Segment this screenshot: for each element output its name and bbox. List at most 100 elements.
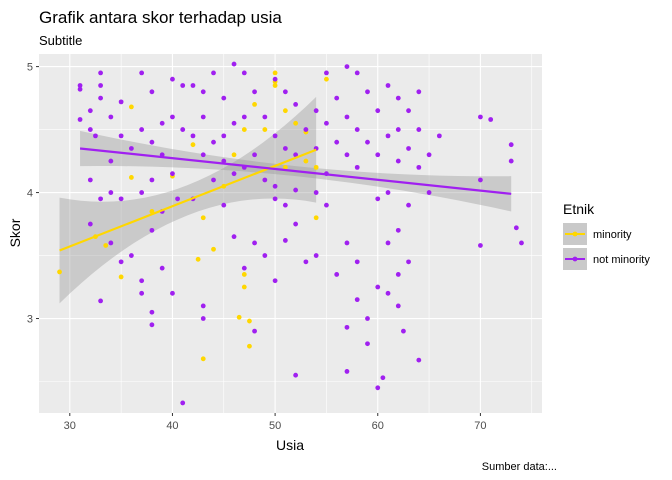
data-point xyxy=(77,117,83,122)
data-point xyxy=(252,101,257,107)
data-point xyxy=(139,290,145,296)
data-point xyxy=(103,243,109,248)
data-point xyxy=(180,127,186,132)
data-point xyxy=(180,400,186,406)
data-point xyxy=(303,259,309,265)
data-point xyxy=(426,190,432,195)
data-point xyxy=(272,76,278,82)
data-point xyxy=(149,309,155,315)
data-point xyxy=(175,196,180,202)
data-point xyxy=(354,127,360,132)
plot-panel xyxy=(39,54,542,413)
data-point xyxy=(436,133,442,139)
data-point xyxy=(241,114,247,120)
data-point xyxy=(313,108,319,114)
data-point xyxy=(190,83,196,88)
data-point xyxy=(293,120,299,126)
legend-label: not minority xyxy=(593,254,650,266)
data-point xyxy=(87,221,93,227)
data-point xyxy=(252,89,257,95)
data-point xyxy=(262,177,268,183)
data-point xyxy=(98,298,103,304)
data-point xyxy=(200,152,206,158)
data-point xyxy=(282,89,288,95)
data-point xyxy=(98,196,103,202)
x-tick-label: 30 xyxy=(64,420,76,432)
data-point xyxy=(406,202,411,208)
data-point xyxy=(334,139,340,145)
data-point xyxy=(118,133,124,139)
data-point xyxy=(365,316,370,321)
data-point xyxy=(221,158,227,164)
data-point xyxy=(195,256,201,262)
data-point xyxy=(395,272,401,277)
data-point xyxy=(334,272,340,277)
x-tick-label: 40 xyxy=(166,420,178,432)
data-point xyxy=(252,240,257,246)
data-point xyxy=(272,83,278,88)
data-point xyxy=(93,133,98,139)
data-point xyxy=(344,114,350,120)
data-point xyxy=(231,61,237,67)
chart-subtitle: Subtitle xyxy=(39,33,82,48)
data-point xyxy=(247,318,252,324)
data-point xyxy=(221,95,227,101)
data-point xyxy=(200,303,206,309)
data-point xyxy=(108,114,114,120)
data-point xyxy=(190,133,196,139)
data-point xyxy=(313,215,319,221)
y-tick-label: 3 xyxy=(27,314,33,326)
data-point xyxy=(478,243,483,248)
x-axis-ticks: 30 40 50 60 70 xyxy=(64,413,487,432)
data-point xyxy=(170,171,175,177)
data-point xyxy=(375,385,381,391)
data-point xyxy=(149,139,155,145)
trend-line xyxy=(79,147,512,195)
data-point xyxy=(128,146,134,151)
data-point xyxy=(303,158,309,164)
data-point xyxy=(87,127,93,132)
data-point xyxy=(241,70,247,76)
trend-lines xyxy=(59,147,512,252)
data-point xyxy=(293,187,299,193)
data-point xyxy=(98,83,103,88)
data-point xyxy=(170,290,175,296)
data-point xyxy=(313,164,319,170)
data-point xyxy=(139,278,145,284)
grid-lines xyxy=(39,54,542,413)
data-point xyxy=(108,158,114,164)
data-point xyxy=(478,177,483,183)
data-point xyxy=(159,265,165,271)
chart-title: Grafik antara skor terhadap usia xyxy=(39,8,282,27)
data-point xyxy=(221,133,227,139)
data-point xyxy=(118,274,124,280)
data-point xyxy=(282,146,288,151)
data-point xyxy=(272,278,278,284)
data-point xyxy=(406,108,411,114)
legend: Etnik minority not minority xyxy=(563,201,650,270)
data-point xyxy=(395,95,401,101)
data-point xyxy=(395,227,401,233)
data-point xyxy=(426,152,432,158)
data-point xyxy=(519,240,524,246)
x-tick-label: 50 xyxy=(269,420,281,432)
data-point xyxy=(149,177,155,183)
data-point xyxy=(324,120,329,126)
data-point xyxy=(241,284,247,290)
data-point xyxy=(128,253,134,258)
chart-caption: Sumber data:... xyxy=(482,461,557,473)
data-point xyxy=(98,95,103,101)
data-point xyxy=(149,322,155,328)
data-point xyxy=(508,158,514,164)
data-point xyxy=(282,202,288,208)
data-point xyxy=(241,272,247,277)
data-point xyxy=(180,83,186,88)
y-axis-ticks: 3 4 5 xyxy=(27,62,39,326)
data-point xyxy=(375,108,381,114)
data-point xyxy=(282,164,288,170)
data-point xyxy=(293,372,299,378)
data-point xyxy=(344,240,350,246)
data-point xyxy=(200,316,206,321)
y-axis-label: Skor xyxy=(7,218,23,247)
